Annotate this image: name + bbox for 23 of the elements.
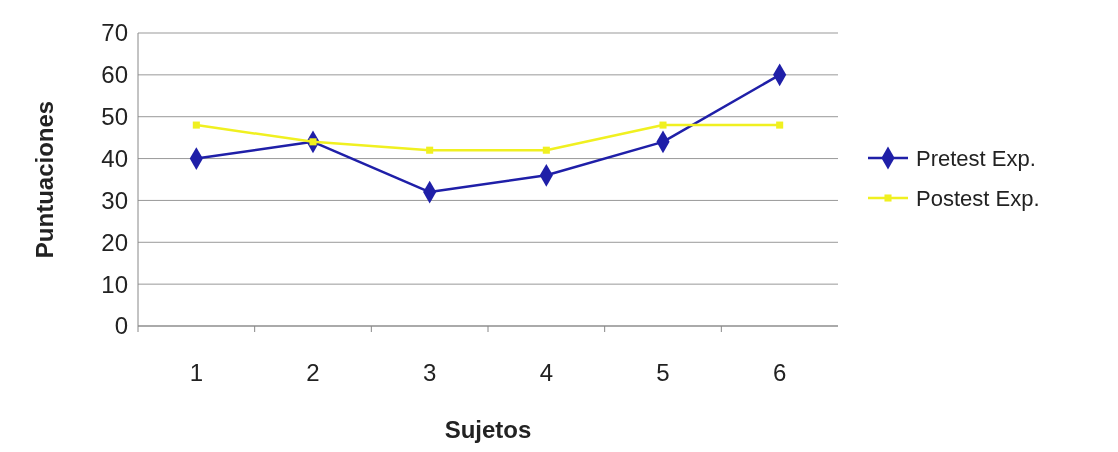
x-tick-label: 3 bbox=[422, 359, 437, 386]
x-tick-label: 1 bbox=[189, 359, 204, 386]
point bbox=[542, 146, 550, 154]
y-tick-label: 30 bbox=[101, 186, 128, 214]
y-tick-label: 40 bbox=[101, 144, 128, 172]
x-tick-label: 4 bbox=[539, 359, 554, 386]
y-tick-label: 70 bbox=[101, 19, 128, 47]
x-tick-label: 5 bbox=[656, 359, 670, 386]
point bbox=[426, 146, 434, 154]
x-tick-label: 6 bbox=[772, 359, 787, 386]
y-axis-title: Puntuaciones bbox=[31, 100, 58, 259]
y-tick-label: 0 bbox=[114, 312, 128, 340]
point bbox=[192, 121, 200, 129]
y-tick-label: 20 bbox=[101, 228, 128, 256]
x-axis-title: Sujetos bbox=[444, 416, 532, 443]
point bbox=[659, 121, 667, 129]
y-tick-label: 10 bbox=[101, 270, 128, 298]
x-tick-label: 2 bbox=[306, 359, 320, 386]
legend-label: Pretest Exp. bbox=[916, 145, 1036, 171]
legend-label: Postest Exp. bbox=[916, 185, 1040, 211]
y-tick-label: 60 bbox=[101, 61, 128, 89]
y-tick-label: 50 bbox=[101, 103, 128, 131]
point bbox=[776, 121, 784, 129]
